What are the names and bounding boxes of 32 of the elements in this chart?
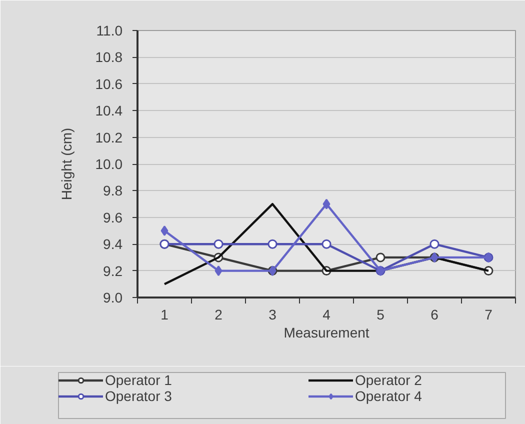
y-tick-label: 10.4 <box>95 102 123 119</box>
y-tick-label: 10.2 <box>95 129 123 146</box>
x-axis-title: Measurement <box>284 324 370 340</box>
point <box>322 239 332 249</box>
point <box>430 239 440 249</box>
y-tick-label: 10.8 <box>95 49 123 66</box>
x-tick-label: 4 <box>322 306 331 322</box>
x-tick-label: 6 <box>430 306 439 322</box>
point <box>268 239 278 249</box>
legend-label: Operator 4 <box>355 388 423 404</box>
x-tick-label: 3 <box>268 306 277 322</box>
y-tick-label: 9.8 <box>103 182 123 199</box>
y-tick-label: 10.0 <box>95 156 123 172</box>
y-axis-title: Height (cm) <box>58 128 74 200</box>
y-tick-label: 10.6 <box>95 76 123 92</box>
y-tick-label: 9.0 <box>103 290 123 306</box>
legend-label: Operator 3 <box>105 388 172 404</box>
y-tick-label: 9.4 <box>103 236 123 252</box>
legend-label: Operator 2 <box>355 372 423 388</box>
point <box>322 198 330 210</box>
y-tick-label: 9.6 <box>103 209 123 226</box>
point <box>214 266 222 276</box>
legend-label: Operator 1 <box>105 372 172 388</box>
x-tick-label: 5 <box>376 306 385 322</box>
point <box>214 239 224 249</box>
point <box>376 252 386 262</box>
x-tick-label: 1 <box>160 306 169 322</box>
point <box>160 226 168 236</box>
y-tick-label: 11.0 <box>96 22 123 38</box>
x-tick-label: 7 <box>484 306 493 322</box>
x-tick-label: 2 <box>214 306 223 322</box>
y-tick-label: 9.2 <box>103 262 123 279</box>
